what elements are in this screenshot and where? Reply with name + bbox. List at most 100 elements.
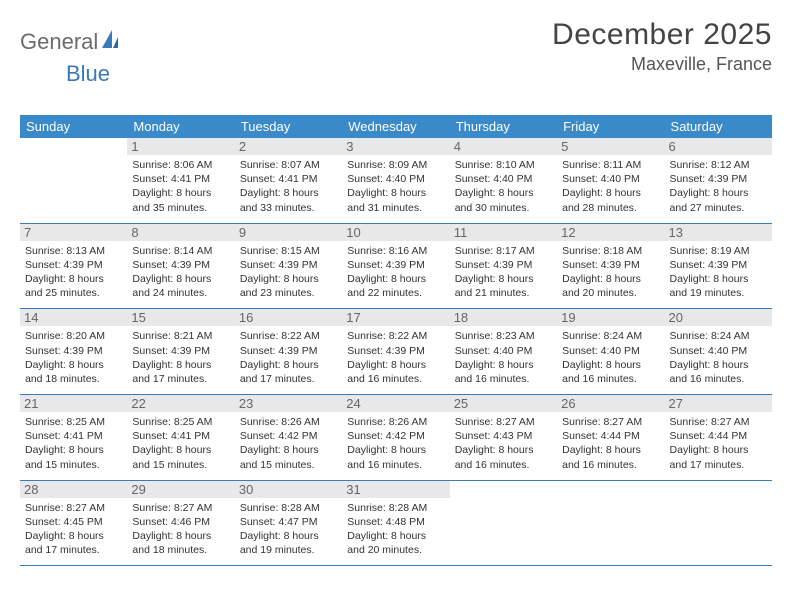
day-info-line: and 15 minutes. (240, 458, 337, 472)
day-info-line: Daylight: 8 hours (670, 443, 767, 457)
calendar-cell: 3Sunrise: 8:09 AMSunset: 4:40 PMDaylight… (342, 138, 449, 223)
calendar-cell: 31Sunrise: 8:28 AMSunset: 4:48 PMDayligh… (342, 480, 449, 566)
day-info-line: Daylight: 8 hours (25, 358, 122, 372)
day-info-line: Daylight: 8 hours (670, 272, 767, 286)
day-info: Sunrise: 8:22 AMSunset: 4:39 PMDaylight:… (347, 329, 444, 386)
day-number: 16 (235, 309, 342, 326)
day-info-line: Sunset: 4:41 PM (240, 172, 337, 186)
day-info-line: Daylight: 8 hours (240, 529, 337, 543)
calendar-body: 1Sunrise: 8:06 AMSunset: 4:41 PMDaylight… (20, 138, 772, 566)
calendar-cell: 18Sunrise: 8:23 AMSunset: 4:40 PMDayligh… (450, 309, 557, 395)
day-info-line: Sunrise: 8:27 AM (132, 501, 229, 515)
day-info: Sunrise: 8:27 AMSunset: 4:44 PMDaylight:… (670, 415, 767, 472)
day-info-line: Sunset: 4:43 PM (455, 429, 552, 443)
day-info-line: Sunset: 4:40 PM (347, 172, 444, 186)
logo-text-blue: Blue (66, 61, 792, 87)
day-info-line: and 28 minutes. (562, 201, 659, 215)
day-info: Sunrise: 8:27 AMSunset: 4:45 PMDaylight:… (25, 501, 122, 558)
day-number: 28 (20, 481, 127, 498)
day-info-line: Daylight: 8 hours (25, 272, 122, 286)
day-info-line: and 19 minutes. (240, 543, 337, 557)
day-info-line: Sunset: 4:40 PM (562, 172, 659, 186)
day-info: Sunrise: 8:16 AMSunset: 4:39 PMDaylight:… (347, 244, 444, 301)
calendar-week: 7Sunrise: 8:13 AMSunset: 4:39 PMDaylight… (20, 223, 772, 309)
day-info-line: Sunset: 4:39 PM (240, 258, 337, 272)
calendar-cell: 23Sunrise: 8:26 AMSunset: 4:42 PMDayligh… (235, 395, 342, 481)
day-info-line: Daylight: 8 hours (347, 186, 444, 200)
calendar-table: Sunday Monday Tuesday Wednesday Thursday… (20, 115, 772, 566)
day-number: 25 (450, 395, 557, 412)
day-info-line: Daylight: 8 hours (562, 186, 659, 200)
day-info-line: Sunset: 4:47 PM (240, 515, 337, 529)
day-number: 5 (557, 138, 664, 155)
logo-text-general: General (20, 29, 98, 55)
calendar-cell: 4Sunrise: 8:10 AMSunset: 4:40 PMDaylight… (450, 138, 557, 223)
day-number: 13 (665, 224, 772, 241)
day-info-line: Sunrise: 8:09 AM (347, 158, 444, 172)
day-info: Sunrise: 8:12 AMSunset: 4:39 PMDaylight:… (670, 158, 767, 215)
day-info-line: Sunrise: 8:20 AM (25, 329, 122, 343)
day-number: 2 (235, 138, 342, 155)
calendar-cell (20, 138, 127, 223)
day-info-line: and 31 minutes. (347, 201, 444, 215)
col-tuesday: Tuesday (235, 115, 342, 138)
day-info-line: Sunrise: 8:27 AM (562, 415, 659, 429)
calendar-cell: 29Sunrise: 8:27 AMSunset: 4:46 PMDayligh… (127, 480, 234, 566)
calendar-cell: 17Sunrise: 8:22 AMSunset: 4:39 PMDayligh… (342, 309, 449, 395)
day-number: 8 (127, 224, 234, 241)
day-info-line: Sunset: 4:39 PM (670, 172, 767, 186)
day-number: 20 (665, 309, 772, 326)
day-info-line: Sunrise: 8:10 AM (455, 158, 552, 172)
day-number: 9 (235, 224, 342, 241)
day-info-line: Sunrise: 8:17 AM (455, 244, 552, 258)
day-info-line: Sunrise: 8:22 AM (347, 329, 444, 343)
calendar-cell: 21Sunrise: 8:25 AMSunset: 4:41 PMDayligh… (20, 395, 127, 481)
calendar-cell: 7Sunrise: 8:13 AMSunset: 4:39 PMDaylight… (20, 223, 127, 309)
day-info-line: Sunset: 4:44 PM (670, 429, 767, 443)
calendar-week: 14Sunrise: 8:20 AMSunset: 4:39 PMDayligh… (20, 309, 772, 395)
day-info-line: and 18 minutes. (132, 543, 229, 557)
day-info-line: Sunset: 4:40 PM (455, 172, 552, 186)
day-info: Sunrise: 8:28 AMSunset: 4:47 PMDaylight:… (240, 501, 337, 558)
day-info-line: Daylight: 8 hours (347, 358, 444, 372)
page-title: December 2025 (552, 18, 772, 52)
day-number: 15 (127, 309, 234, 326)
day-info-line: Daylight: 8 hours (240, 358, 337, 372)
logo: General (20, 18, 122, 55)
day-number: 22 (127, 395, 234, 412)
calendar-week: 21Sunrise: 8:25 AMSunset: 4:41 PMDayligh… (20, 395, 772, 481)
day-info-line: and 17 minutes. (25, 543, 122, 557)
calendar-cell: 2Sunrise: 8:07 AMSunset: 4:41 PMDaylight… (235, 138, 342, 223)
day-info-line: Daylight: 8 hours (132, 443, 229, 457)
day-info-line: Sunrise: 8:23 AM (455, 329, 552, 343)
calendar-cell: 5Sunrise: 8:11 AMSunset: 4:40 PMDaylight… (557, 138, 664, 223)
day-info-line: Sunset: 4:40 PM (670, 344, 767, 358)
day-info-line: Sunset: 4:39 PM (455, 258, 552, 272)
day-info: Sunrise: 8:20 AMSunset: 4:39 PMDaylight:… (25, 329, 122, 386)
day-info: Sunrise: 8:18 AMSunset: 4:39 PMDaylight:… (562, 244, 659, 301)
day-info-line: and 16 minutes. (347, 372, 444, 386)
calendar-cell: 9 Sunrise: 8:15 AMSunset: 4:39 PMDaylight… (235, 223, 342, 309)
calendar-cell (665, 480, 772, 566)
day-info: Sunrise: 8:21 AMSunset: 4:39 PMDaylight:… (132, 329, 229, 386)
day-info: Sunrise: 8:10 AMSunset: 4:40 PMDaylight:… (455, 158, 552, 215)
col-saturday: Saturday (665, 115, 772, 138)
calendar-cell: 10Sunrise: 8:16 AMSunset: 4:39 PMDayligh… (342, 223, 449, 309)
day-info: Sunrise: 8:26 AMSunset: 4:42 PMDaylight:… (347, 415, 444, 472)
day-info-line: Daylight: 8 hours (240, 272, 337, 286)
day-info-line: Sunrise: 8:07 AM (240, 158, 337, 172)
day-info-line: Sunset: 4:39 PM (25, 344, 122, 358)
col-thursday: Thursday (450, 115, 557, 138)
sail-icon (100, 28, 120, 55)
day-info-line: Sunset: 4:39 PM (132, 344, 229, 358)
day-info-line: Sunrise: 8:27 AM (670, 415, 767, 429)
day-info-line: Daylight: 8 hours (132, 272, 229, 286)
day-info-line: and 20 minutes. (347, 543, 444, 557)
day-info-line: Daylight: 8 hours (347, 443, 444, 457)
calendar-cell: 22Sunrise: 8:25 AMSunset: 4:41 PMDayligh… (127, 395, 234, 481)
day-info-line: Sunrise: 8:25 AM (132, 415, 229, 429)
day-info-line: Sunset: 4:42 PM (347, 429, 444, 443)
day-info: Sunrise: 8:15 AMSunset: 4:39 PMDaylight:… (240, 244, 337, 301)
calendar-cell (557, 480, 664, 566)
day-info-line: Daylight: 8 hours (347, 272, 444, 286)
